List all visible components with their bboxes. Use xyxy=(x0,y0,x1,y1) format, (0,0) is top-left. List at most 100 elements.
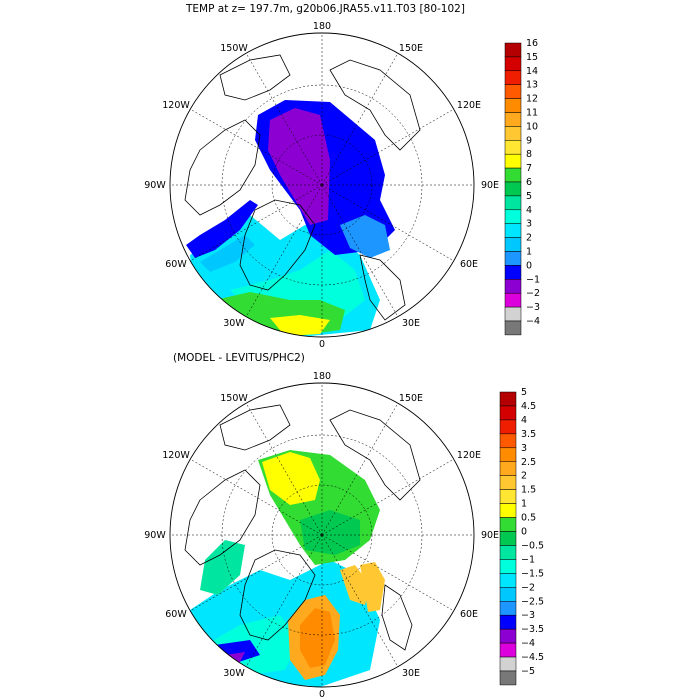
top-colorbar-label: 0 xyxy=(526,260,532,271)
top-colorbar-label: 3 xyxy=(526,219,532,230)
bottom-colorbar-label: −3 xyxy=(521,610,535,621)
bottom-colorbar-label: −4 xyxy=(521,638,535,649)
bottom-colorbar-swatch xyxy=(499,559,517,574)
top-land-canada-archipelago xyxy=(184,119,261,216)
bottom-colorbar: 5 4.5 4 3.5 3 2.5 2 1.5 1 0.5 0 −0.5 −1 −1.5 −2 −2.5 −3 −… xyxy=(499,387,544,686)
top-field-barents-lightblue xyxy=(340,215,390,258)
bottom-title: (MODEL - LEVITUS/PHC2) xyxy=(173,352,305,364)
bottom-land-canada-archipelago xyxy=(184,469,261,566)
top-colorbar-swatch xyxy=(504,153,522,169)
top-colorbar-swatch xyxy=(504,140,522,155)
bottom-colorbar-label: 0.5 xyxy=(521,513,536,524)
bottom-colorbar-label: −2.5 xyxy=(521,596,544,607)
top-lon-label-30e: 30E xyxy=(402,318,420,329)
top-colorbar-swatch xyxy=(504,237,522,252)
top-lon-label-60e: 60E xyxy=(460,259,478,270)
top-colorbar-swatch xyxy=(504,70,522,85)
top-lon-label-180: 180 xyxy=(313,21,331,32)
top-land-scandinavia xyxy=(359,254,406,321)
top-colorbar-label: 4 xyxy=(526,205,532,216)
bottom-colorbar-label: −4.5 xyxy=(521,652,544,663)
bottom-lon-label-60e: 60E xyxy=(460,609,478,620)
bottom-colorbar-swatch xyxy=(499,433,517,449)
top-colorbar-label: 2 xyxy=(526,233,532,244)
top-colorbar-label: 1 xyxy=(526,247,532,258)
bottom-colorbar-swatch xyxy=(499,391,517,407)
bottom-colorbar-label: 3 xyxy=(521,443,527,454)
top-colorbar-swatch xyxy=(504,251,522,266)
top-colorbar-swatch xyxy=(504,292,522,308)
bottom-colorbar-label: 2.5 xyxy=(521,457,536,468)
top-lon-label-90w: 90W xyxy=(144,180,166,191)
top-colorbar-label: −1 xyxy=(526,274,540,285)
top-lon-label-0: 0 xyxy=(319,339,325,350)
bottom-lon-label-180: 180 xyxy=(313,371,331,382)
bottom-lon-label-30w: 30W xyxy=(223,668,245,679)
top-field-atlantic-yellow xyxy=(270,315,330,336)
top-colorbar-label: 10 xyxy=(526,121,538,132)
bottom-lon-label-60w: 60W xyxy=(165,609,187,620)
top-colorbar-label: 5 xyxy=(526,191,532,202)
bottom-colorbar-label: −5 xyxy=(521,666,535,677)
top-lon-label-150w: 150W xyxy=(220,43,248,54)
bottom-colorbar-swatch xyxy=(499,587,517,602)
top-lon-label-150e: 150E xyxy=(399,43,423,54)
top-colorbar-swatch xyxy=(504,126,522,141)
top-colorbar-swatch xyxy=(504,279,522,294)
bottom-lon-label-150w: 150W xyxy=(220,393,248,404)
top-lon-label-90e: 90E xyxy=(481,180,499,191)
bottom-colorbar-swatch xyxy=(499,503,517,518)
top-colorbar-label: 6 xyxy=(526,177,532,188)
top-colorbar-swatch xyxy=(504,84,522,99)
bottom-colorbar-label: 1.5 xyxy=(521,485,536,496)
bottom-lon-label-120e: 120E xyxy=(457,450,481,461)
top-colorbar-swatch xyxy=(504,320,522,336)
top-colorbar-label: 8 xyxy=(526,149,532,160)
bottom-colorbar-label: −2 xyxy=(521,582,535,593)
bottom-colorbar-label: 3.5 xyxy=(521,429,536,440)
bottom-colorbar-swatch xyxy=(499,601,517,616)
top-land-alaska xyxy=(219,54,291,101)
bottom-lon-label-90w: 90W xyxy=(144,530,166,541)
top-lon-label-30w: 30W xyxy=(223,318,245,329)
top-colorbar-label: −4 xyxy=(526,316,540,327)
top-colorbar-label: −2 xyxy=(526,288,540,299)
top-colorbar-label: 9 xyxy=(526,135,532,146)
bottom-colorbar-label: 0 xyxy=(521,527,527,538)
bottom-colorbar-swatch xyxy=(499,461,517,476)
bottom-colorbar-swatch xyxy=(499,573,517,588)
bottom-colorbar-label: 4 xyxy=(521,415,527,426)
top-lon-label-120e: 120E xyxy=(457,100,481,111)
bottom-lon-label-90e: 90E xyxy=(481,530,499,541)
bottom-colorbar-label: 2 xyxy=(521,471,527,482)
bottom-colorbar-swatch xyxy=(499,419,517,435)
top-colorbar-swatch xyxy=(504,56,522,72)
top-colorbar-swatch xyxy=(504,42,522,58)
top-colorbar-label: 14 xyxy=(526,66,538,77)
bottom-land-alaska xyxy=(219,404,291,451)
top-colorbar-label: 16 xyxy=(526,38,538,49)
bottom-map xyxy=(170,383,474,687)
bottom-colorbar-swatch xyxy=(499,628,517,644)
bottom-map-border xyxy=(169,382,475,688)
bottom-colorbar-swatch xyxy=(499,614,517,630)
top-colorbar-swatch xyxy=(504,306,522,322)
bottom-colorbar-swatch xyxy=(499,475,517,490)
bottom-colorbar-label: −1 xyxy=(521,554,535,565)
bottom-colorbar-label: 1 xyxy=(521,499,527,510)
top-colorbar-swatch xyxy=(504,209,522,224)
bottom-land-greenland xyxy=(239,549,316,641)
top-colorbar-swatch xyxy=(504,167,522,183)
bottom-colorbar-label: 4.5 xyxy=(521,401,536,412)
bottom-lon-label-120w: 120W xyxy=(162,450,190,461)
bottom-colorbar-swatch xyxy=(499,670,517,686)
bottom-colorbar-swatch xyxy=(499,489,517,504)
bottom-field-atlantic-darkorange xyxy=(300,608,335,668)
top-lon-label-60w: 60W xyxy=(165,259,187,270)
top-map-border xyxy=(169,32,475,338)
bottom-colorbar-swatch xyxy=(499,405,517,421)
top-colorbar-swatch xyxy=(504,265,522,280)
bottom-colorbar-swatch xyxy=(499,656,517,672)
